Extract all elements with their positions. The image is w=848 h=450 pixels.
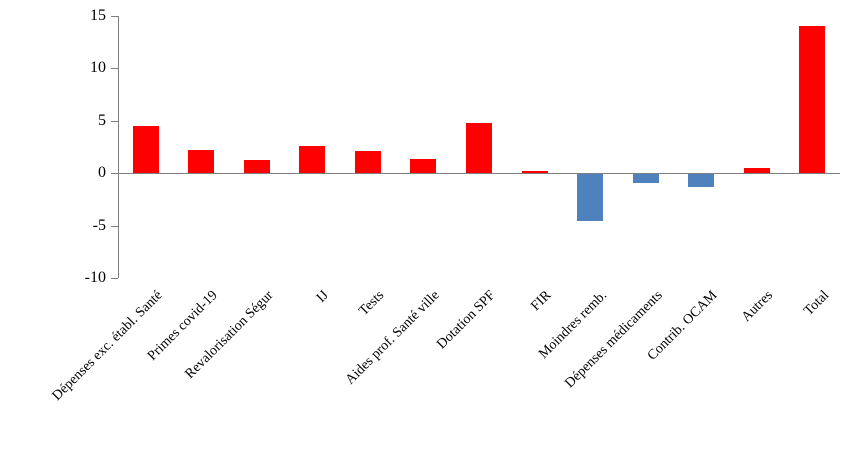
bar xyxy=(743,167,770,174)
y-tick-label: 5 xyxy=(98,111,106,129)
bar xyxy=(410,158,437,174)
x-category-label: FIR xyxy=(528,288,555,315)
bar xyxy=(132,126,159,174)
y-tick-label: 10 xyxy=(90,59,106,77)
y-axis-line xyxy=(118,16,119,278)
x-category-label: Dépenses exc. établ. Santé xyxy=(49,288,166,404)
y-tick-label: 15 xyxy=(90,7,106,24)
x-category-label: IJ xyxy=(314,288,332,306)
bar xyxy=(521,171,548,174)
y-axis-tick xyxy=(111,278,118,279)
x-category-label: Total xyxy=(801,288,832,319)
y-axis-tick xyxy=(111,68,118,70)
y-tick-label: -5 xyxy=(92,216,106,234)
y-axis-tick xyxy=(111,173,118,175)
bar xyxy=(354,151,381,174)
y-axis-tick xyxy=(111,120,118,122)
bar xyxy=(688,174,715,187)
y-axis-tick xyxy=(111,16,118,17)
x-category-label: Tests xyxy=(356,288,388,319)
x-category-label: Dotation SPF xyxy=(434,288,499,353)
y-tick-label: 0 xyxy=(98,164,106,182)
bar xyxy=(243,159,270,174)
x-axis-line xyxy=(118,173,840,175)
bar xyxy=(632,174,659,183)
y-tick-label: -10 xyxy=(84,269,106,286)
y-axis-tick xyxy=(111,225,118,227)
x-category-label: Aides prof. Santé ville xyxy=(343,288,444,388)
bar xyxy=(299,145,326,174)
bar xyxy=(188,150,215,174)
bar xyxy=(466,122,492,174)
bar xyxy=(577,174,604,222)
bar xyxy=(799,26,826,174)
x-category-label: Autres xyxy=(739,288,777,326)
x-category-label: Dépenses médicaments xyxy=(561,288,666,392)
